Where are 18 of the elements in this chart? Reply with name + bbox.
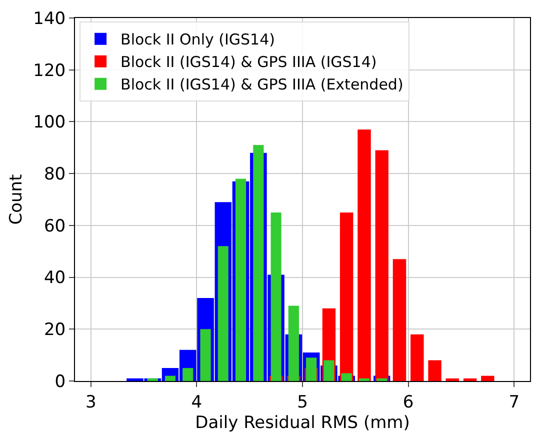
y-tick-label: 80 [44,164,66,185]
x-tick-label: 3 [85,392,96,412]
x-tick-label: 5 [297,392,308,412]
y-axis-title: Count [6,174,27,225]
y-tick-label: 40 [44,268,66,288]
y-tick-label: 60 [44,216,66,236]
y-tick-label: 140 [33,8,66,29]
y-tick-label: 100 [33,112,66,133]
x-axis-title: Daily Residual RMS (mm) [195,412,410,433]
legend-label: Block II Only (IGS14) [120,30,276,49]
legend-label: Block II (IGS14) & GPS IIIA (IGS14) [120,53,377,72]
y-tick-label: 120 [33,60,66,81]
y-tick-label: 0 [54,372,66,392]
x-tick-label: 7 [508,392,520,412]
y-tick-label: 20 [44,320,66,340]
x-tick-label: 6 [402,392,414,412]
x-tick-label: 4 [191,392,202,412]
legend-label: Block II (IGS14) & GPS IIIA (Extended) [120,76,404,94]
